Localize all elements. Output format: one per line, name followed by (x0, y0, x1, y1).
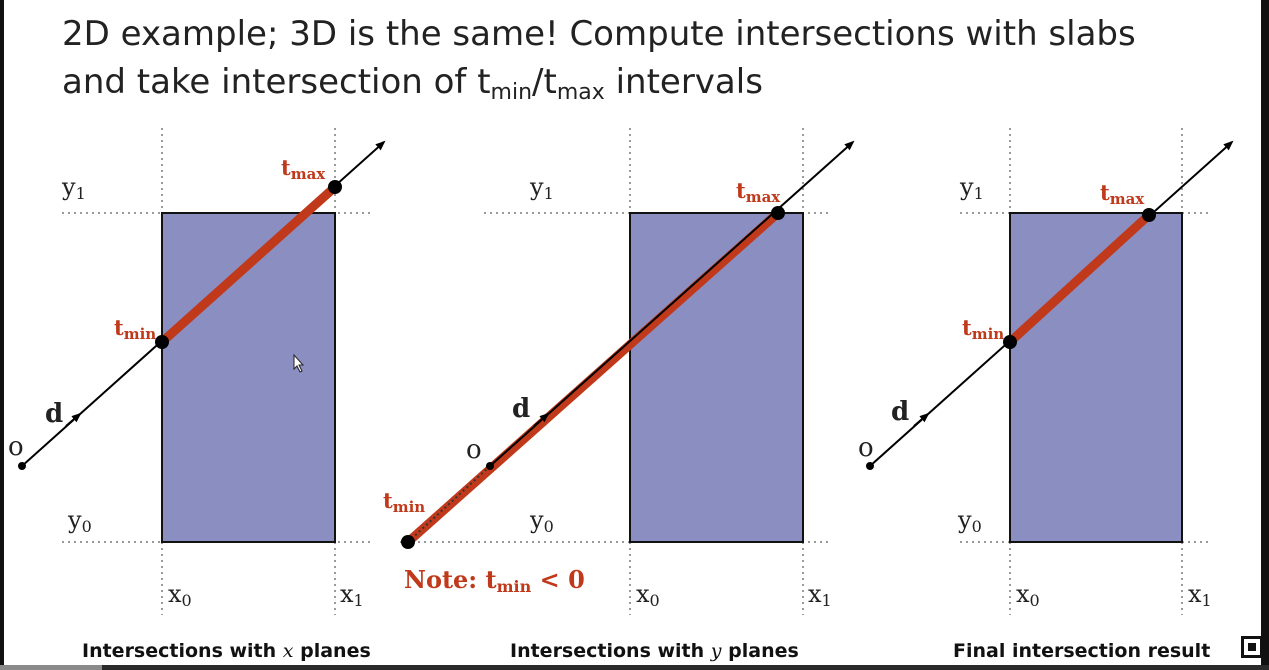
label-tmax: tmax (736, 178, 781, 206)
label-o: o (8, 432, 24, 462)
label-x1: x1 (808, 580, 832, 610)
panel-final-result: o d y1 y0 x0 x1 tmin tmax (858, 128, 1234, 615)
tmax-point (771, 206, 785, 220)
direction-arrow (65, 412, 82, 427)
label-tmax: tmax (1100, 180, 1145, 208)
note-tmin-negative: Note: tmin < 0 (404, 565, 585, 596)
label-x0: x0 (168, 580, 192, 610)
qr-code-icon[interactable] (1241, 636, 1263, 658)
label-y0: y0 (529, 506, 554, 536)
label-tmax: tmax (281, 155, 326, 183)
label-x1: x1 (1188, 580, 1212, 610)
label-tmin: tmin (114, 315, 156, 343)
caption-y-planes: Intersections with y planes (510, 640, 799, 662)
label-x0: x0 (1016, 580, 1040, 610)
right-border (1261, 0, 1269, 670)
caption-x-planes: Intersections with x planes (82, 640, 371, 662)
ray-origin-point (18, 462, 26, 470)
label-o: o (466, 435, 482, 465)
label-o: o (858, 433, 874, 463)
label-y1: y1 (529, 173, 554, 203)
mouse-cursor-icon (293, 353, 305, 373)
left-border (0, 0, 4, 670)
label-d: d (512, 394, 530, 424)
slide-title: 2D example; 3D is the same! Compute inte… (62, 10, 1242, 106)
direction-arrow (533, 412, 550, 427)
tmax-point (328, 180, 342, 194)
panel-y-planes: o d y1 y0 x0 x1 tmin tmax Note: tmin < 0 (383, 128, 855, 615)
label-y1: y1 (61, 173, 86, 203)
ray (489, 140, 855, 467)
label-tmin: tmin (383, 488, 425, 516)
label-d: d (45, 399, 63, 429)
title-line-2: and take intersection of tmin/tmax inter… (62, 62, 763, 105)
t-interval-highlight (158, 183, 339, 346)
direction-arrow (913, 412, 930, 427)
video-progress-bar[interactable] (0, 665, 1269, 670)
panel-x-planes: o d y1 y0 x0 x1 tmin tmax (8, 128, 386, 615)
ray-origin-point (866, 462, 874, 470)
label-d: d (891, 397, 909, 427)
video-progress-fill (0, 665, 102, 670)
tmin-point (1003, 335, 1017, 349)
title-line-1: 2D example; 3D is the same! Compute inte… (62, 14, 1136, 54)
caption-final-result: Final intersection result (953, 640, 1211, 662)
t-interval-highlight (405, 209, 781, 546)
label-y0: y0 (957, 506, 982, 536)
tmin-point (155, 335, 169, 349)
ray-origin-point (486, 462, 494, 470)
ray-backward-extension (407, 465, 491, 543)
label-x0: x0 (636, 580, 660, 610)
label-tmin: tmin (962, 315, 1004, 343)
label-x1: x1 (340, 580, 364, 610)
tmax-point (1142, 208, 1156, 222)
label-y1: y1 (959, 173, 984, 203)
label-y0: y0 (67, 506, 92, 536)
t-interval-highlight (1006, 211, 1153, 346)
tmin-point (401, 535, 415, 549)
